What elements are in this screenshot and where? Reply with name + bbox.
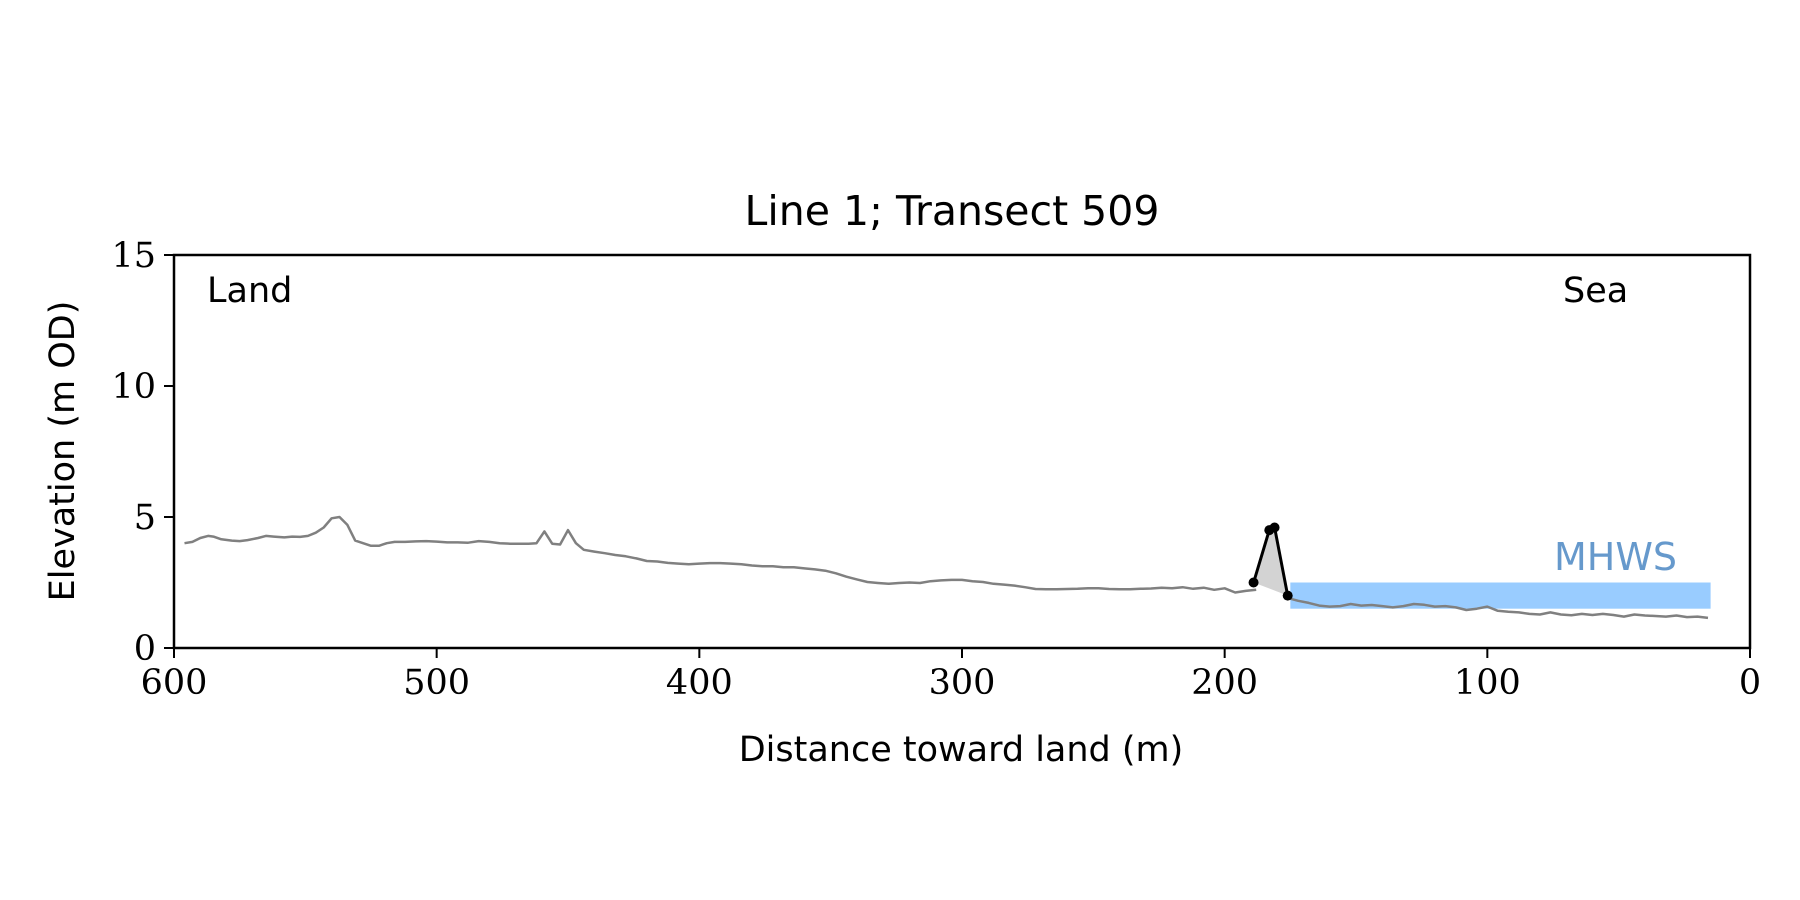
x-tick-label: 200 xyxy=(1191,663,1258,703)
x-tick-label: 400 xyxy=(666,663,733,703)
x-axis-label: Distance toward land (m) xyxy=(739,730,1184,770)
land-annotation: Land xyxy=(207,271,292,311)
dune-point xyxy=(1269,522,1280,533)
plot-area xyxy=(184,515,1711,620)
dune-point xyxy=(1282,590,1293,601)
y-tick-label: 15 xyxy=(111,236,156,276)
mhws-annotation: MHWS xyxy=(1554,535,1677,579)
x-tick-label: 300 xyxy=(929,663,996,703)
chart-title: Line 1; Transect 509 xyxy=(745,187,1160,235)
dune-point xyxy=(1248,577,1259,588)
dune-area xyxy=(1253,527,1288,596)
x-tick-label: 500 xyxy=(403,663,470,703)
y-tick-label: 5 xyxy=(134,498,156,538)
x-tick-label: 0 xyxy=(1739,663,1761,703)
x-tick-label: 100 xyxy=(1454,663,1521,703)
x-tick-label: 600 xyxy=(141,663,208,703)
seaward-profile-line xyxy=(1289,597,1709,620)
y-axis: 0 5 10 15 xyxy=(111,236,174,669)
y-axis-label: Elevation (m OD) xyxy=(43,301,83,602)
y-tick-label: 0 xyxy=(134,629,156,669)
y-tick-label: 10 xyxy=(111,367,156,407)
sea-annotation: Sea xyxy=(1563,271,1628,311)
landward-profile-line xyxy=(184,515,1257,594)
x-axis: 600 500 400 300 200 100 0 xyxy=(141,648,1761,703)
